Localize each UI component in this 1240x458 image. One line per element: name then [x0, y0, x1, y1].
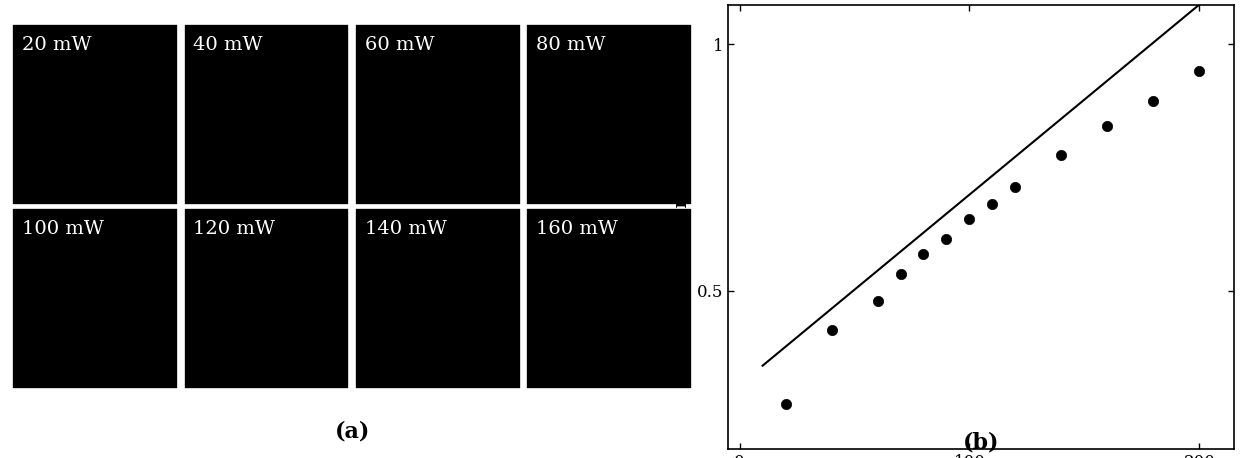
Text: 120 mW: 120 mW: [193, 220, 275, 238]
Bar: [184, 208, 350, 389]
Bar: [12, 208, 179, 389]
Point: [982, 201, 1002, 208]
Bar: [184, 24, 350, 205]
Point: [936, 235, 956, 243]
Text: 60 mW: 60 mW: [365, 36, 434, 54]
Point: [1143, 97, 1163, 104]
Point: [1189, 68, 1209, 75]
Text: 140 mW: 140 mW: [365, 220, 446, 238]
Bar: [526, 208, 692, 389]
Bar: [355, 208, 521, 389]
Text: 80 mW: 80 mW: [536, 36, 605, 54]
Bar: [355, 24, 521, 205]
Bar: [526, 24, 692, 205]
Point: [1097, 122, 1117, 129]
Point: [822, 327, 842, 334]
Text: (b): (b): [962, 431, 999, 453]
Point: [960, 216, 980, 223]
Point: [776, 401, 796, 408]
Bar: [12, 24, 179, 205]
Y-axis label: Radius (mm): Radius (mm): [673, 161, 692, 292]
Point: [890, 270, 910, 277]
Point: [868, 297, 888, 305]
Text: 40 mW: 40 mW: [193, 36, 263, 54]
Point: [1052, 152, 1071, 159]
Text: 20 mW: 20 mW: [22, 36, 92, 54]
Text: (a): (a): [335, 420, 370, 442]
Text: 100 mW: 100 mW: [22, 220, 104, 238]
Point: [914, 250, 934, 257]
Text: 160 mW: 160 mW: [536, 220, 618, 238]
Point: [1006, 184, 1025, 191]
